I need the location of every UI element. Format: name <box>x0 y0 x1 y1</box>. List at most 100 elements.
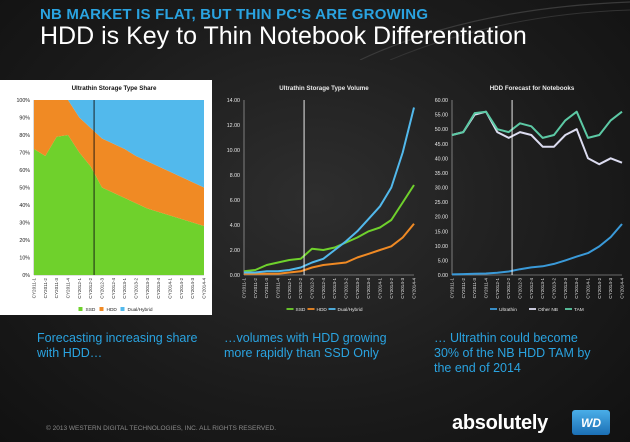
wd-logo: WD <box>572 410 610 435</box>
y-tick-label: 30% <box>19 221 30 227</box>
area-series <box>34 100 204 226</box>
x-tick-label: CY2013-4 <box>366 278 371 299</box>
y-tick-label: 35.00 <box>435 171 448 177</box>
x-tick-label: CY2014-3 <box>190 278 195 299</box>
x-tick-label: CY2011-1 <box>32 278 37 299</box>
y-tick-label: 50.00 <box>435 127 448 133</box>
line-series <box>451 110 623 139</box>
x-tick-label: CY2013-2 <box>344 278 349 299</box>
y-tick-label: 100% <box>16 98 30 104</box>
x-tick-label: CY2011-4 <box>276 278 281 299</box>
x-tick-label: CY2013-2 <box>552 278 557 299</box>
y-tick-label: 45.00 <box>435 142 448 148</box>
area-series <box>34 135 204 275</box>
x-tick-label: CY2011-4 <box>66 278 71 299</box>
x-tick-label: CY2012-2 <box>88 278 93 299</box>
x-tick-label: CY2012-1 <box>495 278 500 299</box>
y-tick-label: 10% <box>19 256 30 262</box>
y-tick-label: 0.00 <box>438 273 448 279</box>
x-tick-label: CY2011-3 <box>54 278 59 299</box>
header-kicker: NB MARKET IS FLAT, BUT THIN PC'S ARE GRO… <box>40 6 429 23</box>
x-tick-label: CY2011-2 <box>253 278 258 299</box>
x-tick-label: CY2011-1 <box>242 278 247 299</box>
x-tick-label: CY2012-1 <box>77 278 82 299</box>
y-tick-label: 50% <box>19 186 30 192</box>
x-tick-label: CY2012-4 <box>529 278 534 299</box>
line-series <box>451 223 623 276</box>
x-tick-label: CY2014-1 <box>586 278 591 299</box>
y-tick-label: 70% <box>19 151 30 157</box>
x-tick-label: CY2012-4 <box>111 278 116 299</box>
x-tick-label: CY2014-2 <box>389 278 394 299</box>
legend-label: SSD <box>296 307 306 313</box>
chart-title: Ultrathin Storage Type Volume <box>279 85 369 92</box>
chart-storage-volume: Ultrathin Storage Type Volume 0.00 2.00 4.0… <box>227 85 417 313</box>
y-tick-label: 20% <box>19 238 30 244</box>
y-tick-label: 80% <box>19 133 30 139</box>
line-series <box>244 223 415 275</box>
line-series <box>244 107 415 274</box>
y-tick-label: 5.00 <box>438 258 448 264</box>
x-tick-label: CY2014-4 <box>412 278 417 299</box>
legend-swatch <box>120 307 125 311</box>
y-tick-label: 25.00 <box>435 200 448 206</box>
x-tick-label: CY2013-4 <box>156 278 161 299</box>
x-tick-label: CY2014-4 <box>620 278 625 299</box>
x-tick-label: CY2013-3 <box>563 278 568 299</box>
y-tick-label: 12.00 <box>227 123 240 129</box>
x-tick-label: CY2013-2 <box>134 278 139 299</box>
x-tick-label: CY2014-1 <box>168 278 173 299</box>
x-tick-label: CY2012-3 <box>310 278 315 299</box>
x-tick-label: CY2012-4 <box>321 278 326 299</box>
x-tick-label: CY2012-2 <box>506 278 511 299</box>
y-tick-label: 30.00 <box>435 186 448 192</box>
caption-share: Forecasting increasing share with HDD… <box>37 331 198 360</box>
brand-tagline: absolutely <box>452 412 548 434</box>
y-tick-label: 8.00 <box>230 173 240 179</box>
y-tick-label: 40% <box>19 203 30 209</box>
y-tick-label: 10.00 <box>227 148 240 154</box>
x-tick-label: CY2011-1 <box>450 278 455 299</box>
legend-label: Dual/Hybrid <box>338 307 363 313</box>
x-tick-label: CY2014-3 <box>400 278 405 299</box>
legend-label: Dual/Hybrid <box>128 307 153 313</box>
x-tick-label: CY2012-3 <box>518 278 523 299</box>
x-tick-label: CY2014-2 <box>597 278 602 299</box>
y-tick-label: 10.00 <box>435 244 448 250</box>
legend-label: HDD <box>107 307 118 313</box>
y-tick-label: 2.00 <box>230 248 240 254</box>
legend-label: HDD <box>317 307 328 313</box>
legend-swatch <box>99 307 104 311</box>
x-tick-label: CY2012-2 <box>298 278 303 299</box>
legend-label: Ultrathin <box>499 307 517 313</box>
chart-storage-share: Ultrathin Storage Type Share 0% 10% 20% 30% 4… <box>0 80 212 315</box>
legend-label: TAM <box>574 307 584 313</box>
legend-label: Other NB <box>538 307 558 313</box>
legend-swatch <box>78 307 83 311</box>
x-tick-label: CY2011-2 <box>43 278 48 299</box>
x-tick-label: CY2013-1 <box>540 278 545 299</box>
x-tick-label: CY2011-3 <box>264 278 269 299</box>
y-tick-label: 60.00 <box>435 98 448 104</box>
x-tick-label: CY2014-1 <box>378 278 383 299</box>
wd-logo-text: WD <box>581 415 601 430</box>
y-tick-label: 0% <box>22 273 30 279</box>
y-tick-label: 40.00 <box>435 156 448 162</box>
chart-title: HDD Forecast for Notebooks <box>490 85 575 92</box>
legend-label: SSD <box>86 307 96 313</box>
y-tick-label: 0.00 <box>230 273 240 279</box>
x-tick-label: CY2012-3 <box>100 278 105 299</box>
x-tick-label: CY2011-3 <box>472 278 477 299</box>
x-tick-label: CY2014-3 <box>608 278 613 299</box>
line-series <box>451 110 623 166</box>
x-tick-label: CY2012-1 <box>287 278 292 299</box>
page-title: HDD is Key to Thin Notebook Differentiat… <box>40 22 527 50</box>
y-tick-label: 15.00 <box>435 229 448 235</box>
area-series <box>34 100 204 188</box>
y-tick-label: 90% <box>19 116 30 122</box>
x-tick-label: CY2014-2 <box>179 278 184 299</box>
x-tick-label: CY2013-3 <box>355 278 360 299</box>
x-tick-label: CY2013-1 <box>332 278 337 299</box>
x-tick-label: CY2011-2 <box>461 278 466 299</box>
x-tick-label: CY2013-3 <box>145 278 150 299</box>
